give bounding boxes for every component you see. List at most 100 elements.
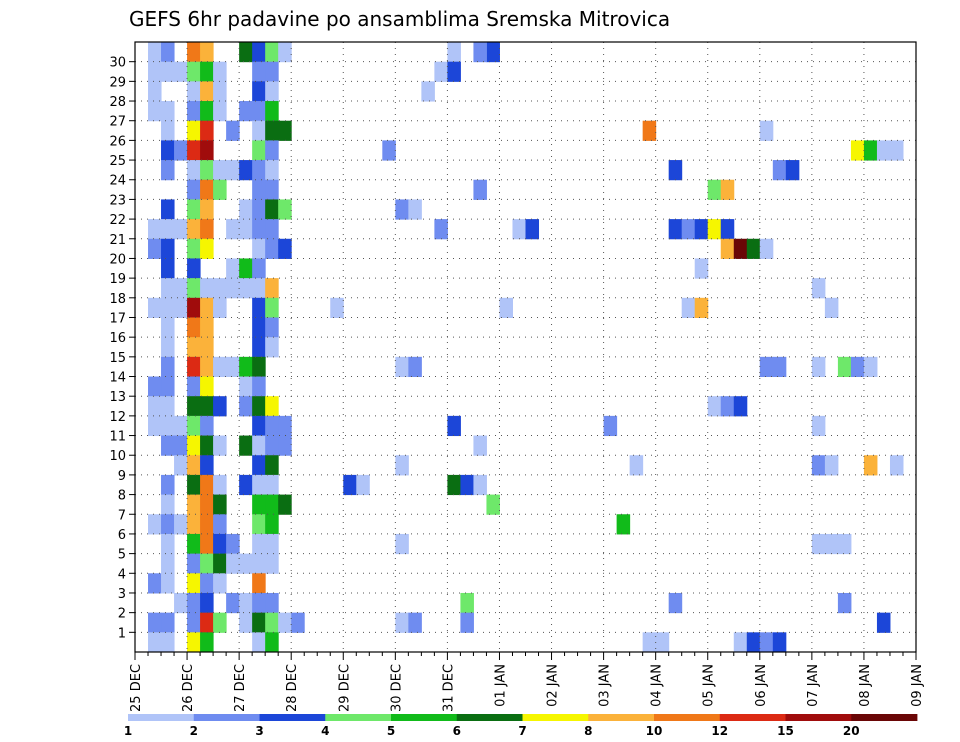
heatmap-cell <box>174 455 188 476</box>
heatmap-cell <box>187 160 201 181</box>
heatmap-cell <box>863 140 878 161</box>
heatmap-cell <box>252 179 266 200</box>
heatmap-cell <box>811 278 826 299</box>
heatmap-cell <box>408 356 422 378</box>
heatmap-cell <box>161 573 175 594</box>
heatmap-cell <box>876 612 891 633</box>
heatmap-cell <box>148 376 162 397</box>
heatmap-cell <box>213 612 227 633</box>
legend-label: 3 <box>255 724 263 738</box>
heatmap-cell <box>772 632 787 653</box>
heatmap-cell <box>148 514 162 535</box>
heatmap-cell <box>200 297 214 318</box>
y-tick-label: 17 <box>109 311 126 326</box>
heatmap-cell <box>252 317 266 338</box>
heatmap-cell <box>239 396 253 417</box>
heatmap-cell <box>408 199 422 220</box>
heatmap-cell <box>174 592 188 614</box>
heatmap-cell <box>174 219 188 240</box>
heatmap-cell <box>668 160 683 181</box>
heatmap-cell <box>148 101 162 122</box>
heatmap-cell <box>239 160 253 181</box>
heatmap-cell <box>252 514 266 535</box>
heatmap-cell <box>278 238 292 259</box>
y-tick-label: 5 <box>118 548 126 563</box>
x-tick-label: 09 JAN <box>910 664 925 707</box>
heatmap-cell <box>720 238 735 259</box>
heatmap-cell <box>694 219 709 240</box>
heatmap-cell <box>252 553 266 574</box>
heatmap-cell <box>187 101 201 122</box>
heatmap-cell <box>265 317 279 338</box>
heatmap-cell <box>200 199 214 220</box>
heatmap-cell <box>408 612 422 633</box>
heatmap-cell <box>265 514 279 535</box>
heatmap-cell <box>252 61 266 82</box>
heatmap-cell <box>187 199 201 220</box>
heatmap-cell <box>161 396 175 417</box>
heatmap-cell <box>733 632 748 653</box>
y-tick-label: 30 <box>109 56 126 71</box>
y-tick-label: 11 <box>109 430 126 445</box>
y-tick-label: 14 <box>109 371 126 386</box>
heatmap-cell <box>434 61 448 82</box>
heatmap-cell <box>265 435 279 456</box>
heatmap-cell <box>200 140 214 161</box>
heatmap-cell <box>161 356 175 378</box>
heatmap-cell <box>876 140 891 161</box>
heatmap-cell <box>200 42 214 63</box>
heatmap-cell <box>785 160 800 181</box>
legend-label: 7 <box>518 724 526 738</box>
heatmap-cell <box>161 612 175 633</box>
heatmap-cell <box>837 533 852 555</box>
heatmap-cell <box>200 238 214 259</box>
heatmap-cell <box>460 612 474 633</box>
heatmap-cell <box>148 238 162 259</box>
legend-label: 20 <box>843 724 860 738</box>
heatmap-cell <box>395 199 409 220</box>
heatmap-cell <box>200 474 214 496</box>
heatmap-cell <box>473 42 487 63</box>
legend-label: 10 <box>646 724 663 738</box>
heatmap-cell <box>213 573 227 594</box>
x-tick-label: 03 JAN <box>598 664 613 707</box>
heatmap-cell <box>421 81 435 102</box>
heatmap-cell <box>824 533 839 555</box>
heatmap-cell <box>265 632 279 653</box>
legend-label: 4 <box>321 724 329 738</box>
heatmap-cell <box>239 553 253 574</box>
heatmap-cell <box>213 61 227 82</box>
heatmap-cell <box>252 455 266 476</box>
heatmap-cell <box>148 81 162 102</box>
y-tick-label: 7 <box>118 508 126 523</box>
legend-label: 1 <box>124 724 132 738</box>
legend-swatch <box>522 714 589 721</box>
y-tick-label: 15 <box>109 351 126 366</box>
heatmap-cell <box>252 238 266 259</box>
heatmap-cell <box>499 297 513 318</box>
heatmap-cell <box>642 632 657 653</box>
legend-label: 2 <box>190 724 198 738</box>
y-tick-label: 27 <box>109 115 126 130</box>
heatmap-cell <box>226 258 240 279</box>
heatmap-cell <box>187 435 201 456</box>
heatmap-cell <box>239 356 253 378</box>
heatmap-cell <box>161 376 175 397</box>
heatmap-cell <box>213 533 227 555</box>
heatmap-cell <box>161 238 175 259</box>
heatmap-cell <box>447 42 461 63</box>
heatmap-cell <box>226 592 240 614</box>
heatmap-cell <box>265 140 279 161</box>
legend-label: 8 <box>584 724 592 738</box>
heatmap-cell <box>187 42 201 63</box>
heatmap-cell <box>174 514 188 535</box>
heatmap-cell <box>265 179 279 200</box>
heatmap-cell <box>746 632 761 653</box>
heatmap-cell <box>811 356 826 378</box>
heatmap-cell <box>265 297 279 318</box>
heatmap-cell <box>226 219 240 240</box>
heatmap-cell <box>265 415 279 437</box>
heatmap-cell <box>174 278 188 299</box>
heatmap-cell <box>161 337 175 358</box>
heatmap-cell <box>252 376 266 397</box>
